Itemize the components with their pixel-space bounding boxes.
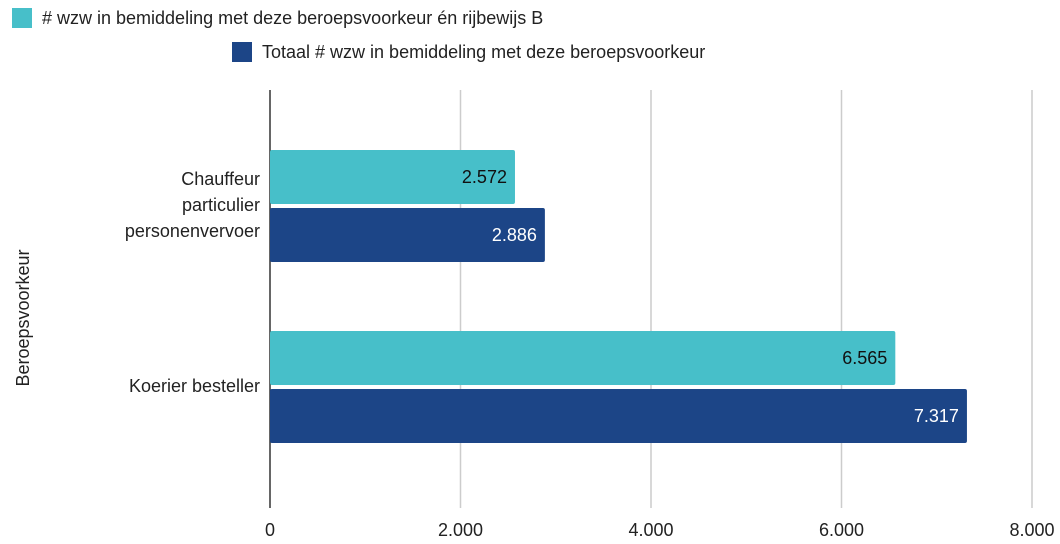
bar [270,389,967,443]
legend-swatch [232,42,252,62]
data-label: 7.317 [914,406,959,426]
x-tick-label: 6.000 [819,520,864,540]
x-tick-label: 8.000 [1009,520,1054,540]
bar [270,208,545,262]
x-tick-label: 0 [265,520,275,540]
x-tick-label: 2.000 [438,520,483,540]
y-tick-label: Chauffeur particulier personenvervoer [125,169,260,241]
legend-label: # wzw in bemiddeling met deze beroepsvoo… [42,8,543,28]
legend-swatch [12,8,32,28]
y-axis-label: Beroepsvoorkeur [13,249,33,386]
bar [270,150,515,204]
x-tick-label: 4.000 [628,520,673,540]
bar [270,331,896,385]
data-label: 6.565 [842,348,887,368]
y-tick-label: Koerier besteller [129,376,260,396]
legend-label: Totaal # wzw in bemiddeling met deze ber… [262,42,705,62]
data-label: 2.572 [462,167,507,187]
data-label: 2.886 [492,225,537,245]
